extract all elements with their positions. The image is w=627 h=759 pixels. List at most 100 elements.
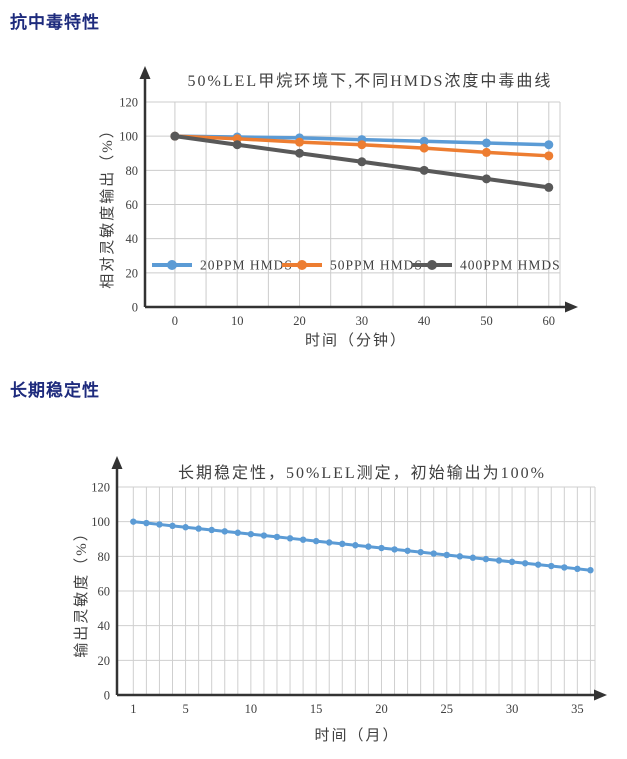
y-axis-label: 输出灵敏度（%） [73,524,90,658]
data-point [481,174,491,184]
data-point [169,522,176,530]
data-point [357,157,367,167]
data-point [339,540,346,548]
data-point [170,131,180,141]
data-point [156,521,163,528]
data-point [456,553,464,560]
x-tick-label: 20 [293,314,306,328]
y-tick-label: 60 [98,585,111,599]
data-point [544,151,554,161]
axis-arrowheads [139,66,578,313]
legend-label: 50PPM HMDS [330,258,423,273]
data-point [561,564,568,571]
y-tick-label: 80 [98,550,111,564]
data-point [587,567,594,574]
data-point [404,547,411,554]
data-point [534,561,542,568]
x-axis-label: 时间（月） [314,727,399,744]
y-tick-label: 80 [126,164,139,178]
x-tick-label: 0 [172,314,178,328]
data-point [391,546,398,553]
x-tick-label: 10 [231,314,244,328]
legend-marker-dot [427,260,437,270]
data-point [544,182,554,192]
data-point [143,519,150,527]
data-point [352,542,359,549]
y-tick-label: 40 [98,619,111,633]
x-tick-label: 15 [310,702,323,716]
legend-label: 400PPM HMDS [460,258,561,273]
data-point [430,550,437,557]
x-tick-label: 50 [480,314,493,328]
tick-labels: 0 20 40 60 80 100 120 0 10 20 30 40 50 60 [119,96,555,329]
data-point [130,518,137,525]
y-tick-label: 0 [132,301,138,315]
data-point [260,532,268,539]
x-axis-label: 时间（分钟） [305,332,407,349]
data-point [521,560,529,567]
grid-lines [117,486,596,695]
x-tick-label: 10 [245,702,258,716]
data-point [419,165,429,175]
data-point [378,544,385,552]
y-tick-label: 100 [91,515,110,529]
poisoning-section-heading: 抗中毒特性 [10,13,100,32]
x-tick-label: 60 [543,314,556,328]
x-tick-label: 5 [182,702,188,716]
x-tick-label: 25 [441,702,454,716]
legend: 20PPM HMDS 50PPM HMDS 400PPM HMDS [152,258,561,273]
data-point [312,537,320,545]
data-point [574,565,581,573]
y-tick-label: 120 [91,481,110,495]
legend-label: 20PPM HMDS [200,258,293,273]
chart-title: 长期稳定性，50%LEL测定，初始输出为100% [178,464,546,482]
data-point [417,548,424,556]
series-输出灵敏度 [130,518,594,574]
data-point [495,557,503,564]
y-tick-label: 120 [119,96,138,110]
data-point [357,140,367,150]
data-point [326,539,333,546]
axes [115,466,597,697]
y-axis-label: 相对灵敏度输出（%） [99,121,116,289]
data-point [286,535,294,542]
data-point [481,138,491,148]
data-point [234,529,242,536]
data-point [544,140,554,150]
x-tick-label: 30 [356,314,369,328]
legend-marker-dot [167,260,177,270]
data-point [508,558,516,566]
data-point [469,554,477,561]
series-400ppm-hmds [170,131,554,192]
data-point [481,147,491,157]
chart-title: 50%LEL甲烷环境下,不同HMDS浓度中毒曲线 [188,71,553,90]
data-point [295,148,305,158]
data-point [182,524,189,531]
axes [143,76,568,309]
data-point [482,555,490,563]
poisoning-curve-chart: 0 20 40 60 80 100 120 0 10 20 30 40 50 60 50%LEL甲烷环境下,… [99,66,578,349]
x-tick-label: 40 [418,314,431,328]
data-point [419,143,429,153]
data-point [548,562,555,570]
data-point [221,528,228,535]
y-tick-label: 20 [126,266,139,280]
data-point [247,530,255,538]
data-point [299,536,307,543]
data-point [419,136,429,146]
grid-lines [145,101,561,307]
data-point [195,525,202,532]
data-point [295,137,305,147]
data-point [365,543,372,550]
y-tick-label: 0 [104,689,110,703]
data-point [273,533,281,541]
x-tick-label: 30 [506,702,519,716]
y-tick-label: 100 [119,130,138,144]
x-tick-label: 35 [571,702,584,716]
y-tick-label: 40 [126,232,139,246]
data-point [232,140,242,150]
data-point [443,551,450,559]
